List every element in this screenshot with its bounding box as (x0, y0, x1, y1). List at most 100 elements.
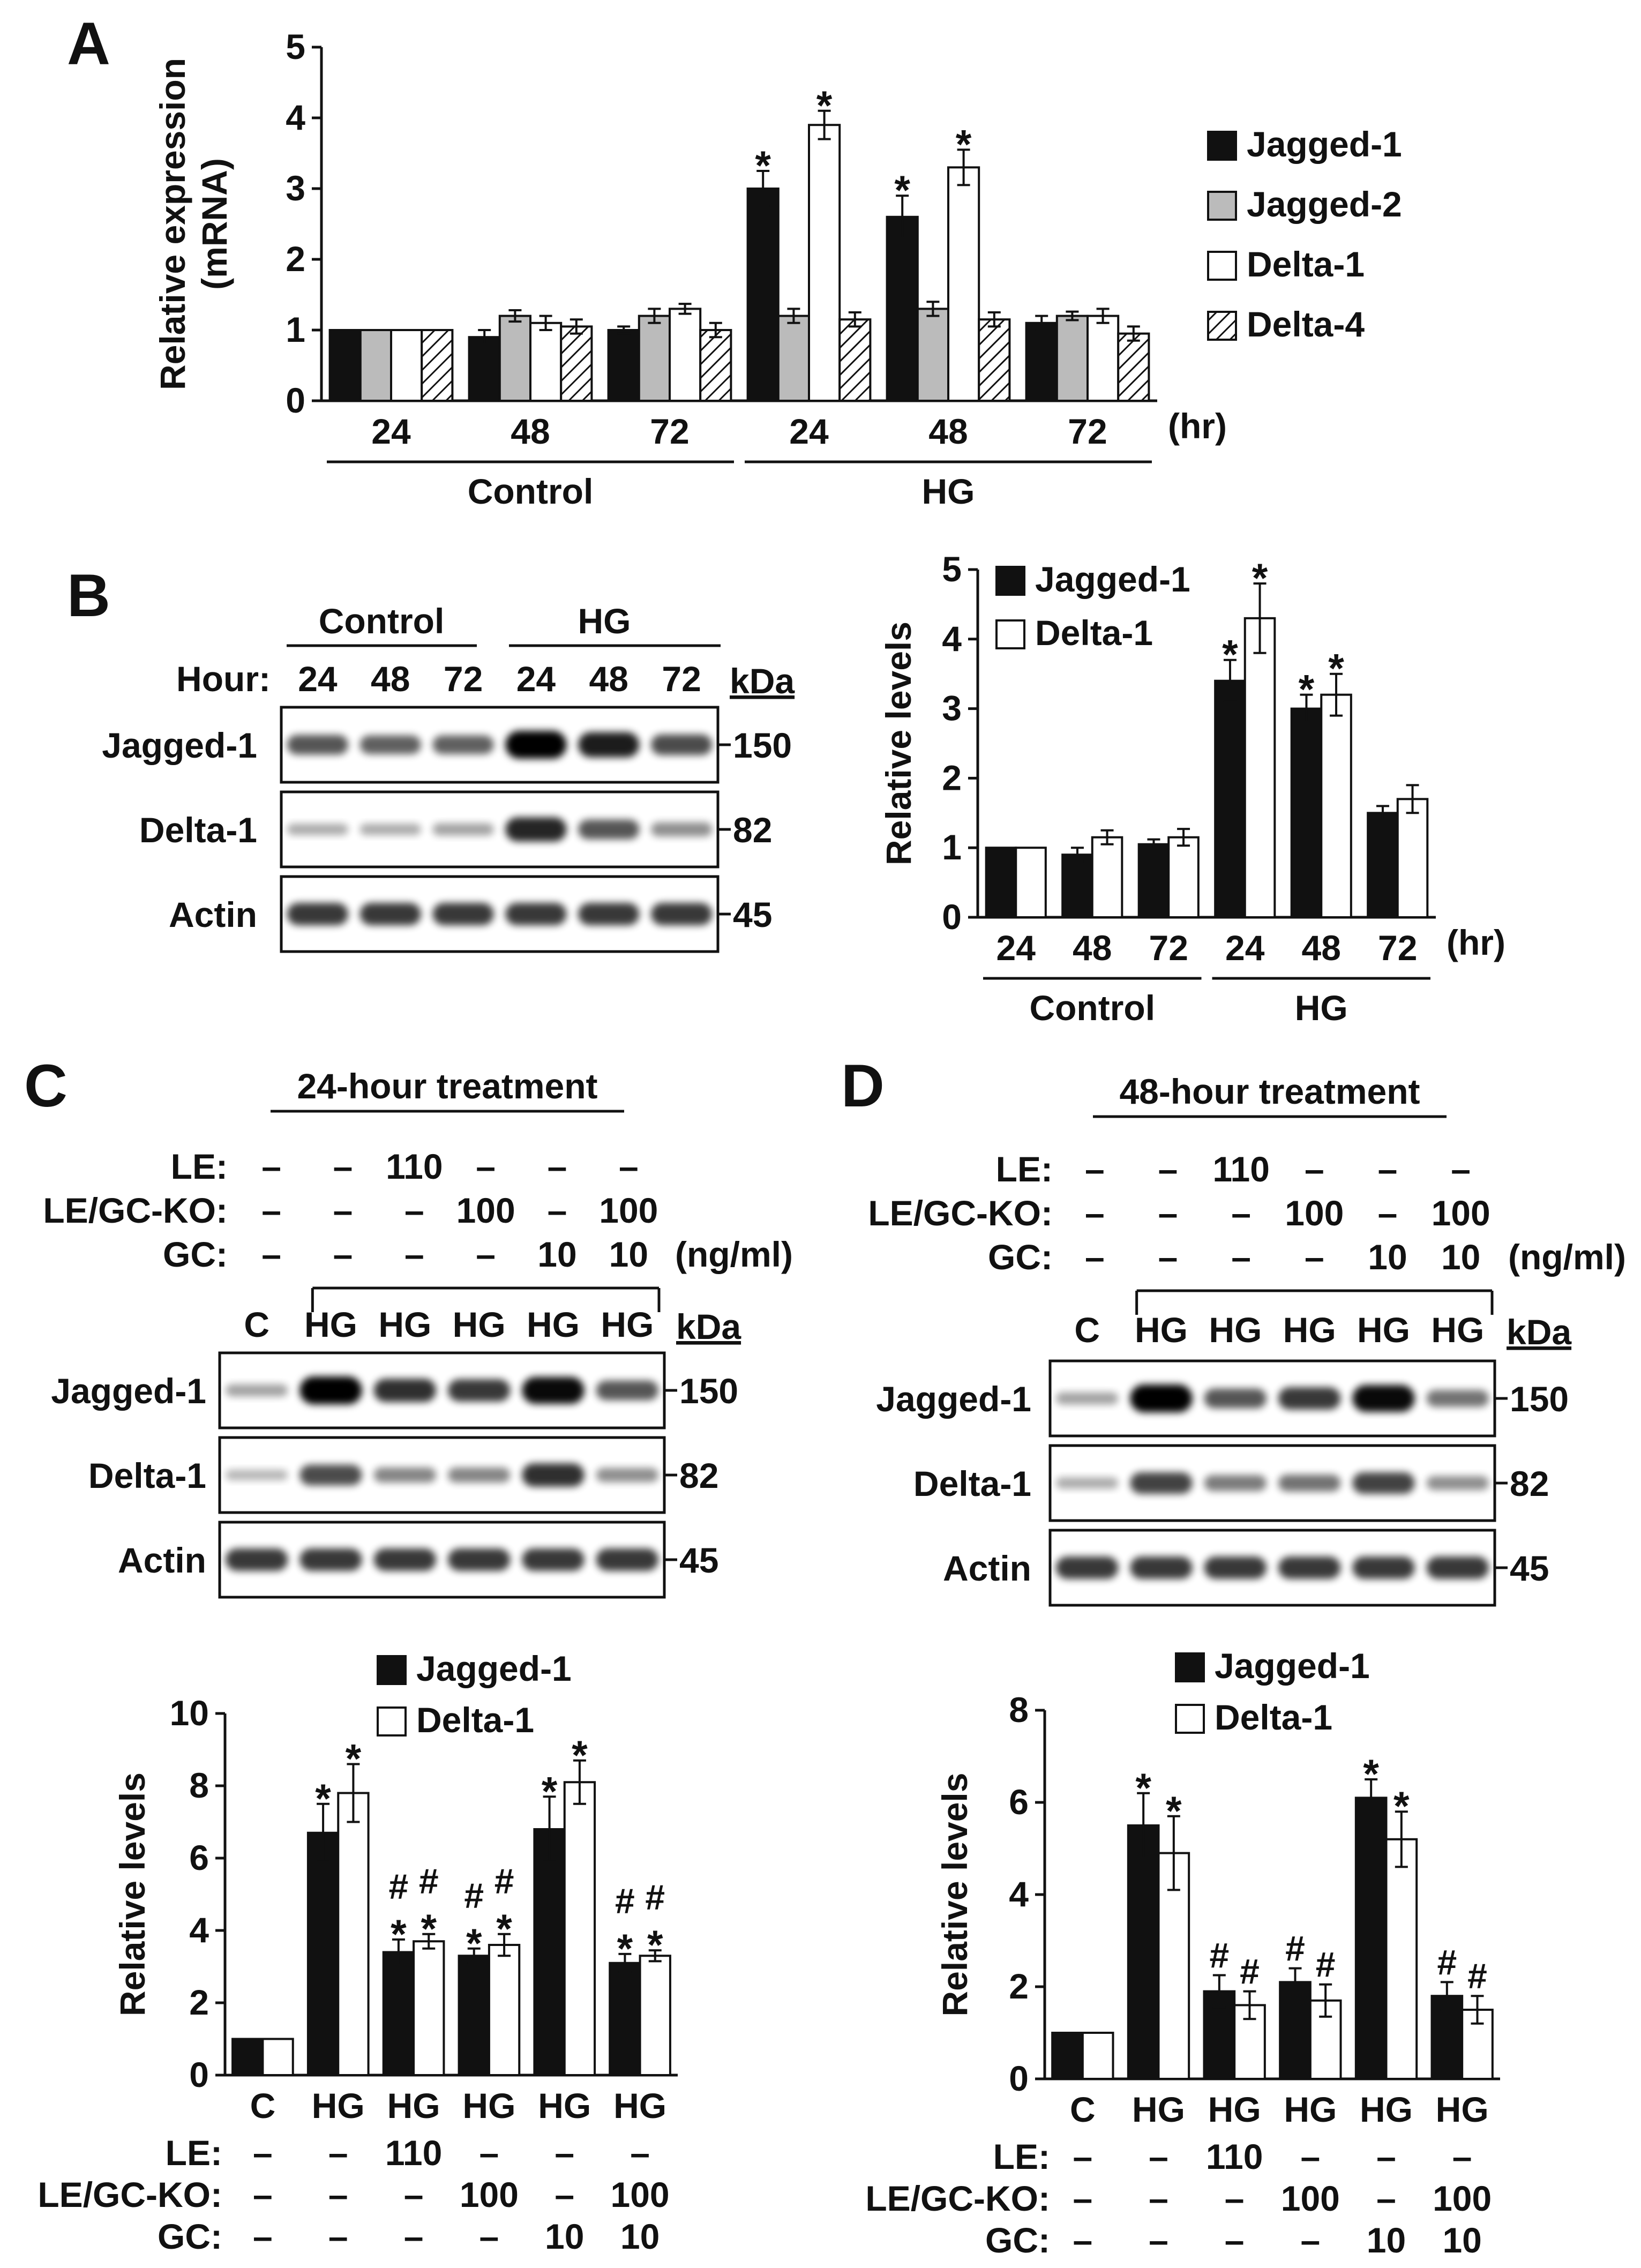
blot-band (1204, 1475, 1267, 1491)
bar (1025, 321, 1058, 402)
blot-band (299, 1464, 362, 1486)
legend-label: Delta-1 (1035, 613, 1153, 653)
y-tick-label: 5 (942, 549, 962, 589)
bar (458, 1955, 490, 2076)
y-tick-label: 2 (942, 758, 962, 797)
treatment-value: – (1300, 2220, 1320, 2260)
group-label: HG (1295, 988, 1348, 1028)
treatment-value: – (1378, 1149, 1398, 1189)
blot-band (373, 1467, 436, 1483)
lane-label: HG (1283, 1310, 1336, 1350)
blot-band (359, 903, 421, 925)
treatment-value: 10 (1442, 2220, 1481, 2260)
blot-band (1426, 1476, 1489, 1491)
blot-band (651, 822, 713, 837)
y-tick-label: 10 (170, 1693, 209, 1733)
blot-band (1130, 1556, 1193, 1579)
blot-band (578, 903, 640, 925)
significance-asterisk: * (1222, 632, 1238, 678)
blot-band (448, 1379, 511, 1402)
y-tick-label: 6 (1009, 1782, 1029, 1822)
legend-swatch (1175, 1652, 1205, 1682)
blot-band (1426, 1390, 1489, 1407)
treatment-value: – (261, 1191, 281, 1230)
blot-band (522, 1548, 585, 1571)
lane-label: HG (1357, 1310, 1410, 1350)
group-label: Control (319, 601, 445, 641)
blot-band (299, 1548, 362, 1571)
treatment-label: GC: (988, 1237, 1053, 1277)
bar (231, 2038, 264, 2076)
y-tick-label: 0 (1009, 2059, 1029, 2098)
legend-label: Jagged-1 (1247, 124, 1402, 164)
x-tick-label: 24 (789, 411, 829, 451)
y-tick-label: 2 (189, 1982, 209, 2022)
x-tick-label: HG (1360, 2090, 1413, 2129)
bar (777, 315, 811, 402)
significance-hash: # (1437, 1942, 1457, 1982)
treatment-value: 10 (620, 2217, 660, 2256)
kda-header: kDa (1507, 1312, 1572, 1352)
significance-asterisk: * (617, 1926, 633, 1972)
bar (1051, 2032, 1084, 2080)
group-label: HG (578, 601, 631, 641)
lane-label: C (244, 1305, 269, 1344)
y-tick-label: 4 (286, 98, 305, 137)
treatment-label: LE: (166, 2133, 222, 2173)
legend-swatch (1175, 1704, 1205, 1734)
y-axis-label: Relative expression (153, 58, 192, 390)
treatment-value: – (333, 1191, 353, 1230)
bar (1015, 847, 1047, 918)
treatment-value: – (555, 2175, 574, 2214)
blot-band (226, 1384, 288, 1397)
bar (1354, 1797, 1388, 2080)
group-label: Control (468, 471, 594, 511)
legend-label: Delta-1 (1215, 1697, 1332, 1737)
treatment-value: – (1231, 1193, 1251, 1233)
lane-label: HG (527, 1305, 580, 1344)
treatment-value: 10 (545, 2217, 584, 2256)
treatment-value: – (1451, 1149, 1471, 1189)
lane-label: 48 (371, 659, 410, 699)
bar (468, 336, 501, 402)
bar (808, 124, 841, 402)
bar (1396, 798, 1429, 918)
blot-band (1204, 1388, 1267, 1409)
treatment-value: – (1149, 2220, 1168, 2260)
treatment-value: – (1149, 2137, 1168, 2176)
significance-asterisk: * (894, 168, 910, 213)
treatment-value: 100 (1432, 1193, 1490, 1233)
blot-band (226, 1548, 288, 1571)
treatment-value: – (630, 2133, 650, 2173)
treatment-label: LE/GC-KO: (43, 1191, 228, 1230)
blot-row-label: Delta-1 (913, 1464, 1031, 1503)
bar (533, 1828, 566, 2076)
blot-b: Control HG Hour: 24 48 72 24 48 72 kDa Jagged-1 150… (102, 601, 795, 953)
treatment-label: LE/GC-KO: (865, 2179, 1050, 2218)
treatment-value: – (261, 1147, 281, 1186)
legend-label: Delta-4 (1247, 304, 1365, 344)
treatment-value: – (253, 2217, 273, 2256)
x-tick-label: HG (387, 2086, 440, 2125)
x-tick-label: HG (1436, 2090, 1489, 2129)
blot-band (1426, 1556, 1489, 1579)
treatment-value: – (1376, 2179, 1396, 2218)
kda-value: 150 (733, 725, 792, 765)
blot-band (448, 1548, 511, 1571)
blot-band (522, 1376, 585, 1404)
blot-band (1130, 1384, 1193, 1412)
y-tick-label: 2 (1009, 1966, 1029, 2006)
treatment-value: 100 (1281, 2179, 1340, 2218)
legend-label: Delta-1 (1247, 244, 1365, 284)
x-tick-label: 24 (1225, 928, 1265, 968)
treatment-value: – (555, 2133, 574, 2173)
significance-hash: # (419, 1861, 439, 1901)
treatment-value: 10 (1368, 1237, 1407, 1277)
blot-band (596, 1548, 658, 1571)
kda-value: 45 (679, 1540, 718, 1580)
y-tick-label: 0 (189, 2055, 209, 2094)
bar (1290, 707, 1323, 918)
blot-band (299, 1376, 362, 1404)
treatment-value: – (404, 2217, 424, 2256)
